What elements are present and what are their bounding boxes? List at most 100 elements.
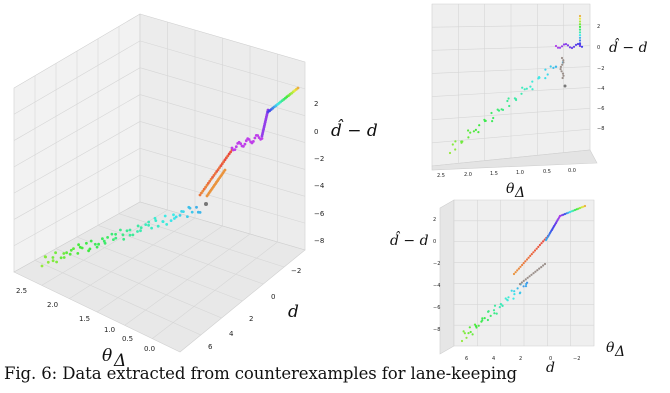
svg-text:0: 0 [549, 356, 552, 362]
data-point [253, 136, 257, 140]
data-point [467, 136, 470, 139]
data-point [76, 252, 80, 255]
data-point [172, 213, 175, 217]
data-point [481, 317, 484, 320]
main-z-tick: −6 [314, 210, 325, 218]
data-point [573, 208, 577, 212]
data-point [535, 247, 538, 250]
svg-text:−2: −2 [433, 261, 440, 267]
data-point [577, 207, 580, 210]
gridline [431, 87, 591, 97]
data-point [78, 245, 82, 249]
main-z-ticks: 2 0 −2 −4 −6 −8 [314, 100, 325, 245]
data-point [163, 214, 167, 218]
data-point [247, 138, 251, 141]
data-point [534, 270, 537, 273]
data-point [72, 247, 75, 251]
data-point [211, 176, 214, 179]
data-point [514, 271, 517, 274]
main-x-tick: 2.5 [16, 287, 27, 295]
data-point [478, 124, 481, 127]
data-point [223, 168, 227, 172]
tr-gridlines [431, 4, 591, 164]
data-point [537, 245, 540, 248]
data-point [516, 269, 519, 272]
data-point [546, 73, 549, 76]
tr-z-axis-label: d̂ − d [609, 37, 648, 56]
data-point [467, 332, 470, 335]
main-x-tick: 1.5 [79, 315, 90, 323]
data-point [139, 229, 142, 233]
data-point [173, 217, 176, 220]
data-point [560, 56, 564, 60]
data-point [522, 262, 525, 265]
data-point [188, 206, 192, 210]
tr-z-ticks: 2 0 −2 −4 −6 −8 [597, 24, 604, 132]
data-point [195, 205, 198, 209]
data-point [512, 272, 516, 276]
gridline [431, 45, 591, 51]
svg-text:Δ: Δ [113, 351, 126, 371]
data-point [471, 333, 474, 336]
gridline [13, 67, 141, 141]
main-x-tick: 0.5 [122, 335, 133, 343]
svg-text:−4: −4 [433, 283, 440, 289]
svg-text:−2: −2 [597, 66, 604, 72]
data-point [186, 215, 189, 219]
data-point [517, 267, 521, 270]
data-point [103, 241, 107, 245]
data-point [454, 148, 457, 151]
data-point [204, 202, 208, 206]
svg-text:−6: −6 [433, 305, 440, 311]
svg-text:2: 2 [597, 24, 600, 30]
data-point [208, 179, 212, 183]
data-point [85, 241, 88, 245]
svg-text:0.5: 0.5 [543, 169, 551, 175]
main-z-tick: −4 [314, 182, 325, 190]
data-point [562, 43, 566, 46]
data-point [156, 224, 160, 228]
svg-text:−8: −8 [433, 327, 440, 333]
svg-text:1.5: 1.5 [490, 171, 498, 177]
data-point [538, 267, 541, 270]
gridline [152, 241, 278, 339]
data-point [234, 145, 238, 149]
data-point [460, 140, 463, 143]
data-point [562, 74, 565, 77]
data-point [578, 44, 582, 48]
svg-text:θ: θ [606, 340, 615, 356]
data-point [532, 272, 535, 275]
gridline [431, 107, 591, 121]
tr-x-ticks: 2.5 2.0 1.5 1.0 0.5 0.0 [437, 168, 576, 179]
data-point [486, 318, 489, 322]
br-y-axis-label: θ Δ [606, 340, 625, 360]
data-point [472, 130, 475, 133]
data-point [226, 154, 230, 158]
data-point [524, 278, 527, 281]
data-point [578, 42, 582, 45]
data-point [540, 242, 543, 245]
gridline [139, 174, 306, 224]
data-point [468, 326, 471, 329]
gridline [139, 67, 306, 117]
svg-text:2.5: 2.5 [437, 173, 445, 179]
data-point [220, 162, 224, 166]
data-point [519, 291, 522, 294]
data-point [529, 85, 532, 88]
data-point [62, 252, 66, 255]
data-point [495, 312, 498, 315]
data-point [460, 339, 464, 343]
data-point [139, 226, 143, 230]
data-point [54, 251, 57, 255]
data-point [213, 172, 217, 175]
data-point [204, 185, 208, 189]
data-point [260, 137, 264, 140]
data-point [95, 245, 99, 249]
data-point [531, 88, 534, 91]
main-y-tick: 2 [249, 315, 253, 323]
data-point [296, 86, 300, 90]
data-point [243, 142, 247, 146]
data-point [549, 65, 552, 68]
data-point [101, 237, 104, 241]
data-point [483, 317, 486, 320]
